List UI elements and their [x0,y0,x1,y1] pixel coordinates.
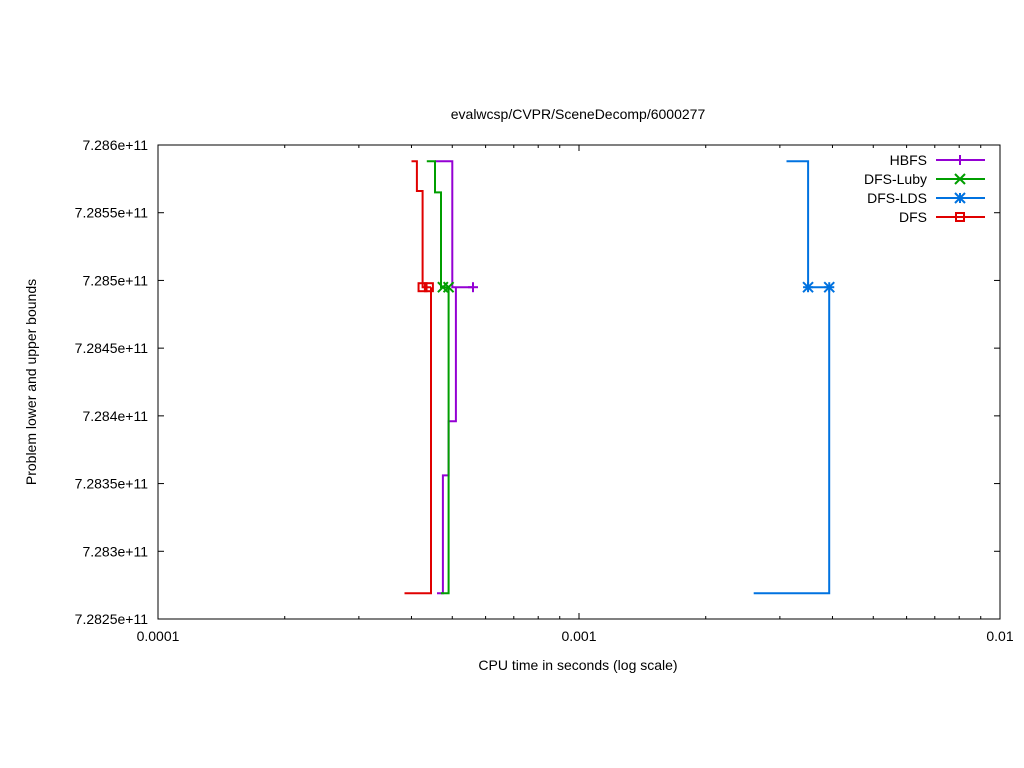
series-line-upper [411,160,431,289]
data-point [442,281,455,293]
legend-label: HBFS [890,152,927,168]
legend-marker [954,192,966,204]
series-line-upper [786,160,830,289]
legend-marker [955,212,965,222]
data-point [802,281,814,293]
y-tick-label: 7.283e+11 [82,543,148,559]
data-point [823,281,835,293]
y-tick-label: 7.2835e+11 [75,476,149,492]
series-line-lower [437,287,457,595]
y-tick-label: 7.2855e+11 [75,205,149,221]
y-tick-label: 7.286e+11 [82,137,148,153]
legend-label: DFS-Luby [864,171,927,187]
series-dfs-luby [426,160,455,595]
x-tick-label: 0.001 [561,628,596,644]
x-tick-label: 0.0001 [137,628,180,644]
series-layer [404,160,835,595]
plot-frame [157,144,1001,620]
legend-label: DFS [899,209,927,225]
series-line-upper [435,160,473,289]
chart-title: evalwcsp/CVPR/SceneDecomp/6000277 [451,106,706,122]
series-line-lower [441,287,450,595]
y-tick-label: 7.284e+11 [82,408,148,424]
y-tick-label: 7.2845e+11 [75,340,149,356]
marker-stroke [442,281,455,293]
series-dfs [404,160,434,595]
x-axis-label: CPU time in seconds (log scale) [478,657,677,673]
data-point [467,282,478,293]
marker-stroke [955,212,965,222]
legend: HBFS DFS-Luby DFS-LDS DFS [864,152,985,225]
y-axis-label: Problem lower and upper bounds [23,279,39,485]
data-point [423,282,434,293]
legend-marker [954,173,966,185]
data-point [417,282,428,293]
axis-ticks: 7.2825e+11 7.283e+11 7.2835e+11 7.284e+11 7.… [75,137,1014,644]
marker-stroke [802,281,814,293]
marker-stroke [423,282,434,293]
marker-stroke [954,192,966,204]
x-tick-label: 0.01 [986,628,1013,644]
y-tick-label: 7.285e+11 [82,272,148,288]
marker-stroke [417,282,428,293]
series-line-lower [753,287,831,595]
series-dfs-lds [753,160,835,595]
series-line-upper [426,160,449,289]
y-tick-label: 7.2825e+11 [75,611,149,627]
legend-label: DFS-LDS [867,190,927,206]
marker-stroke [954,173,966,185]
legend-marker [955,155,965,165]
marker-stroke [823,281,835,293]
series-line-lower [404,287,432,595]
